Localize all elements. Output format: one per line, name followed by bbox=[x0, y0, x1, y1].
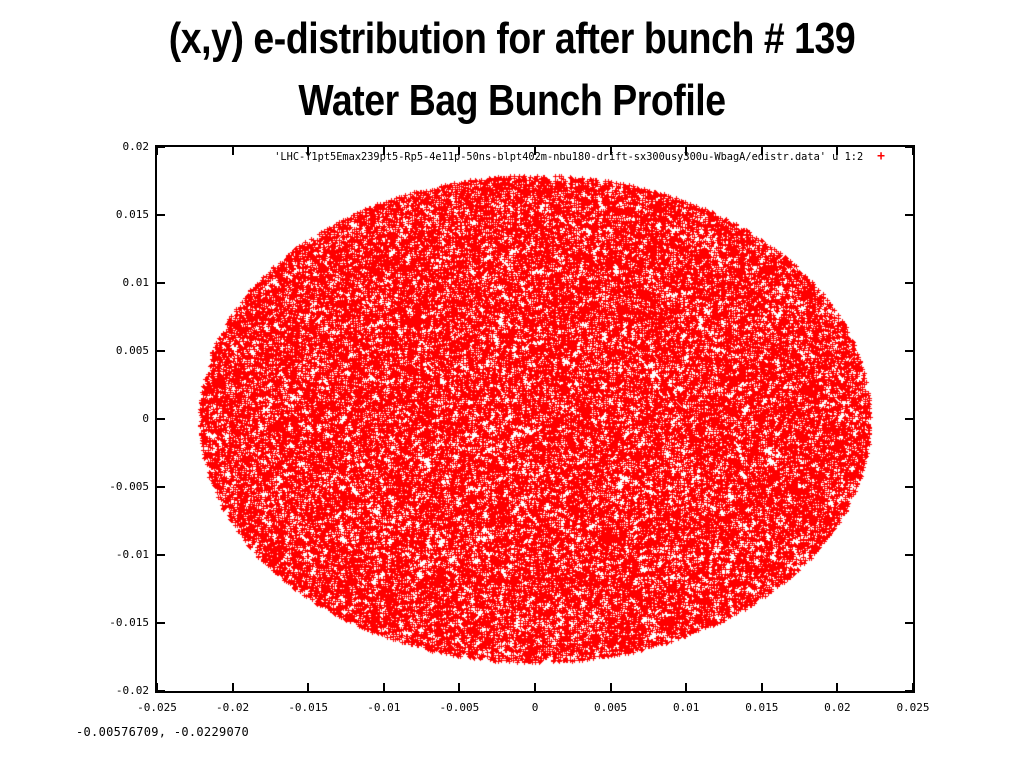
x-tick-mark bbox=[382, 683, 385, 691]
y-tick-label: 0 bbox=[142, 412, 149, 425]
x-tick-mark bbox=[912, 683, 913, 691]
slide-title: (x,y) e-distribution for after bunch # 1… bbox=[77, 8, 947, 132]
y-tick-mark bbox=[905, 486, 913, 488]
y-tick-label: -0.02 bbox=[115, 684, 149, 697]
y-tick-label: -0.005 bbox=[109, 480, 149, 493]
x-tick-mark bbox=[534, 683, 536, 691]
y-tick-mark bbox=[905, 147, 913, 148]
x-tick-mark bbox=[609, 683, 612, 691]
y-tick-label: 0.015 bbox=[115, 208, 149, 221]
y-tick-mark bbox=[157, 554, 165, 556]
y-tick-label: -0.015 bbox=[109, 616, 149, 629]
y-tick-mark bbox=[905, 418, 913, 420]
x-tick-label: 0.02 bbox=[824, 701, 851, 714]
x-tick-mark bbox=[760, 683, 763, 691]
y-tick-mark bbox=[905, 350, 913, 352]
x-tick-label: -0.01 bbox=[367, 701, 401, 714]
y-tick-mark bbox=[905, 282, 913, 284]
y-tick-mark bbox=[157, 418, 165, 420]
x-tick-mark bbox=[157, 683, 158, 691]
x-tick-label: 0.01 bbox=[672, 701, 700, 714]
x-tick-mark bbox=[836, 147, 839, 155]
x-tick-label: 0 bbox=[531, 701, 539, 714]
x-tick-label: 0.025 bbox=[896, 701, 930, 714]
x-tick-mark bbox=[912, 147, 913, 155]
x-tick-label: 0.015 bbox=[745, 701, 779, 714]
y-tick-mark bbox=[157, 282, 165, 284]
legend-label: 'LHC-Y1pt5Emax239pt5-Rp5-4e11p-50ns-blpt… bbox=[274, 151, 864, 163]
x-tick-mark bbox=[458, 683, 461, 691]
x-tick-mark bbox=[836, 683, 839, 691]
x-tick-label: 0.005 bbox=[594, 701, 628, 714]
legend-plus-marker-icon: + bbox=[877, 149, 885, 164]
x-tick-mark bbox=[685, 683, 688, 691]
x-tick-mark bbox=[534, 147, 536, 155]
x-tick-mark bbox=[157, 147, 158, 155]
x-tick-mark bbox=[307, 683, 310, 691]
plot-frame: 'LHC-Y1pt5Emax239pt5-Rp5-4e11p-50ns-blpt… bbox=[155, 145, 915, 693]
y-tick-mark bbox=[157, 214, 165, 216]
y-tick-label: 0.02 bbox=[122, 140, 150, 153]
x-tick-mark bbox=[609, 147, 612, 155]
coordinate-readout: -0.00576709, -0.0229070 bbox=[76, 725, 250, 739]
scatter-canvas bbox=[157, 147, 913, 691]
y-tick-mark bbox=[157, 622, 165, 624]
y-tick-mark bbox=[157, 350, 165, 352]
x-tick-label: -0.015 bbox=[288, 701, 329, 714]
y-tick-mark bbox=[905, 214, 913, 216]
y-tick-label: 0.01 bbox=[122, 276, 150, 289]
x-tick-mark bbox=[458, 147, 461, 155]
x-tick-label: -0.005 bbox=[439, 701, 480, 714]
y-tick-mark bbox=[157, 147, 165, 148]
x-tick-mark bbox=[307, 147, 310, 155]
x-tick-mark bbox=[231, 683, 234, 691]
y-tick-mark bbox=[905, 554, 913, 556]
y-tick-mark bbox=[905, 622, 913, 624]
x-tick-label: -0.025 bbox=[137, 701, 177, 714]
x-tick-label: -0.02 bbox=[216, 701, 250, 714]
plot-legend: 'LHC-Y1pt5Emax239pt5-Rp5-4e11p-50ns-blpt… bbox=[274, 149, 885, 164]
y-tick-label: -0.01 bbox=[115, 548, 149, 561]
x-tick-mark bbox=[382, 147, 385, 155]
y-tick-mark bbox=[157, 690, 165, 691]
y-tick-label: 0.005 bbox=[115, 344, 149, 357]
slide-title-line1: (x,y) e-distribution for after bunch # 1… bbox=[168, 14, 856, 63]
slide-title-line2: Water Bag Bunch Profile bbox=[298, 76, 726, 125]
x-tick-mark bbox=[231, 147, 234, 155]
y-tick-mark bbox=[157, 486, 165, 488]
x-tick-mark bbox=[760, 147, 763, 155]
y-tick-mark bbox=[905, 690, 913, 691]
x-tick-mark bbox=[685, 147, 688, 155]
